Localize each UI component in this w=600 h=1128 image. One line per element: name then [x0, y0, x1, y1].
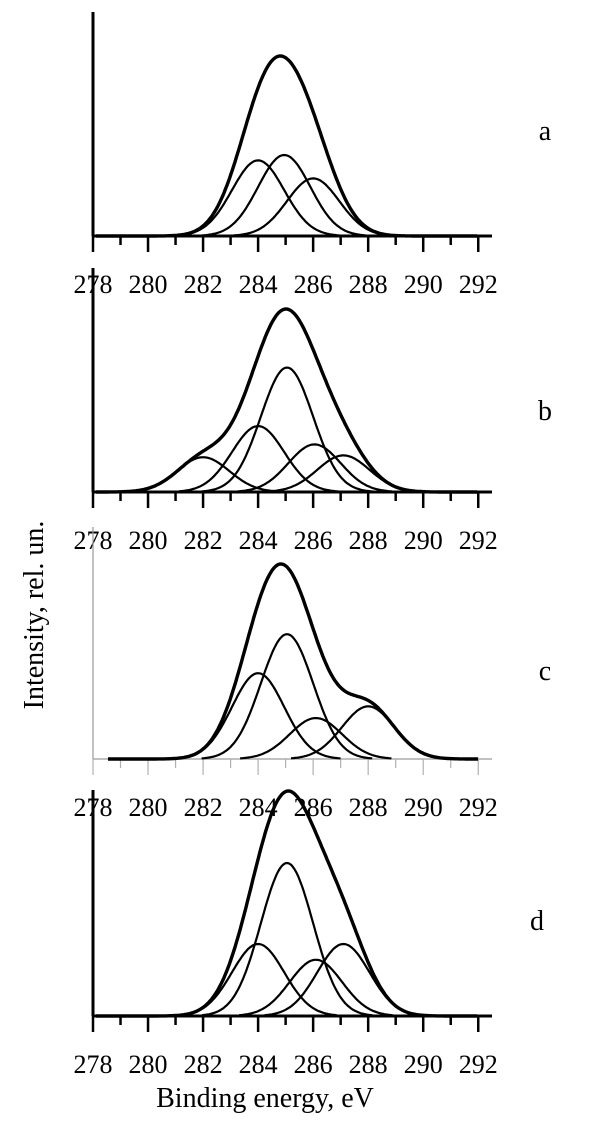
x-tick-label: 282	[184, 270, 223, 299]
component-peak-4	[237, 443, 392, 493]
envelope-curve	[96, 307, 478, 494]
x-tick-label: 284	[239, 526, 278, 555]
panel-d: 278 280 282 284 286 288 290 292 d	[74, 789, 544, 1079]
x-tick-label: 280	[129, 793, 168, 822]
y-axis-title: Intensity, rel. un.	[19, 521, 50, 710]
envelope-curve	[96, 54, 478, 238]
x-tick-label: 290	[404, 793, 443, 822]
x-tick-label: 286	[294, 270, 333, 299]
x-tick-label: 288	[349, 526, 388, 555]
x-axis-title: Binding energy, eV	[156, 1083, 374, 1114]
component-peak-2	[201, 861, 373, 1017]
panels-layer: 278 280 282 284 286 288 290 292 a 278 280 282 284 286…	[74, 12, 552, 1079]
x-tick-label: 282	[184, 1050, 223, 1079]
x-tick-label: 282	[184, 793, 223, 822]
x-tick-label: 288	[349, 1050, 388, 1079]
x-tick-label: 292	[459, 526, 498, 555]
x-tick-label: 292	[459, 1050, 498, 1079]
x-tick-label: 290	[404, 1050, 443, 1079]
x-tick-label: 284	[239, 270, 278, 299]
component-peak-2	[201, 633, 373, 760]
x-tick-label: 280	[129, 526, 168, 555]
component-peak-3	[201, 366, 373, 493]
component-peak-3	[240, 717, 392, 760]
x-tick-label: 292	[459, 270, 498, 299]
x-tick-label: 290	[404, 526, 443, 555]
panel-letter: c	[539, 656, 551, 687]
envelope-curve	[108, 562, 479, 761]
x-tick-label: 282	[184, 526, 223, 555]
component-peak-2	[201, 153, 366, 237]
panel-letter: d	[530, 906, 544, 937]
x-tick-label: 292	[459, 793, 498, 822]
x-tick-label: 278	[74, 1050, 113, 1079]
x-tick-label: 288	[349, 270, 388, 299]
x-tick-label: 280	[129, 270, 168, 299]
x-tick-label: 284	[239, 1050, 278, 1079]
panel-letter: b	[538, 396, 552, 427]
panel-letter: a	[539, 116, 552, 147]
component-peak-3	[239, 958, 394, 1017]
x-tick-label: 288	[349, 793, 388, 822]
x-tick-label: 286	[294, 1050, 333, 1079]
x-tick-label: 286	[294, 526, 333, 555]
x-tick-label: 290	[404, 270, 443, 299]
component-peak-2	[178, 424, 339, 493]
envelope-curve	[96, 789, 478, 1018]
x-tick-label: 280	[129, 1050, 168, 1079]
component-peak-1	[176, 672, 341, 760]
